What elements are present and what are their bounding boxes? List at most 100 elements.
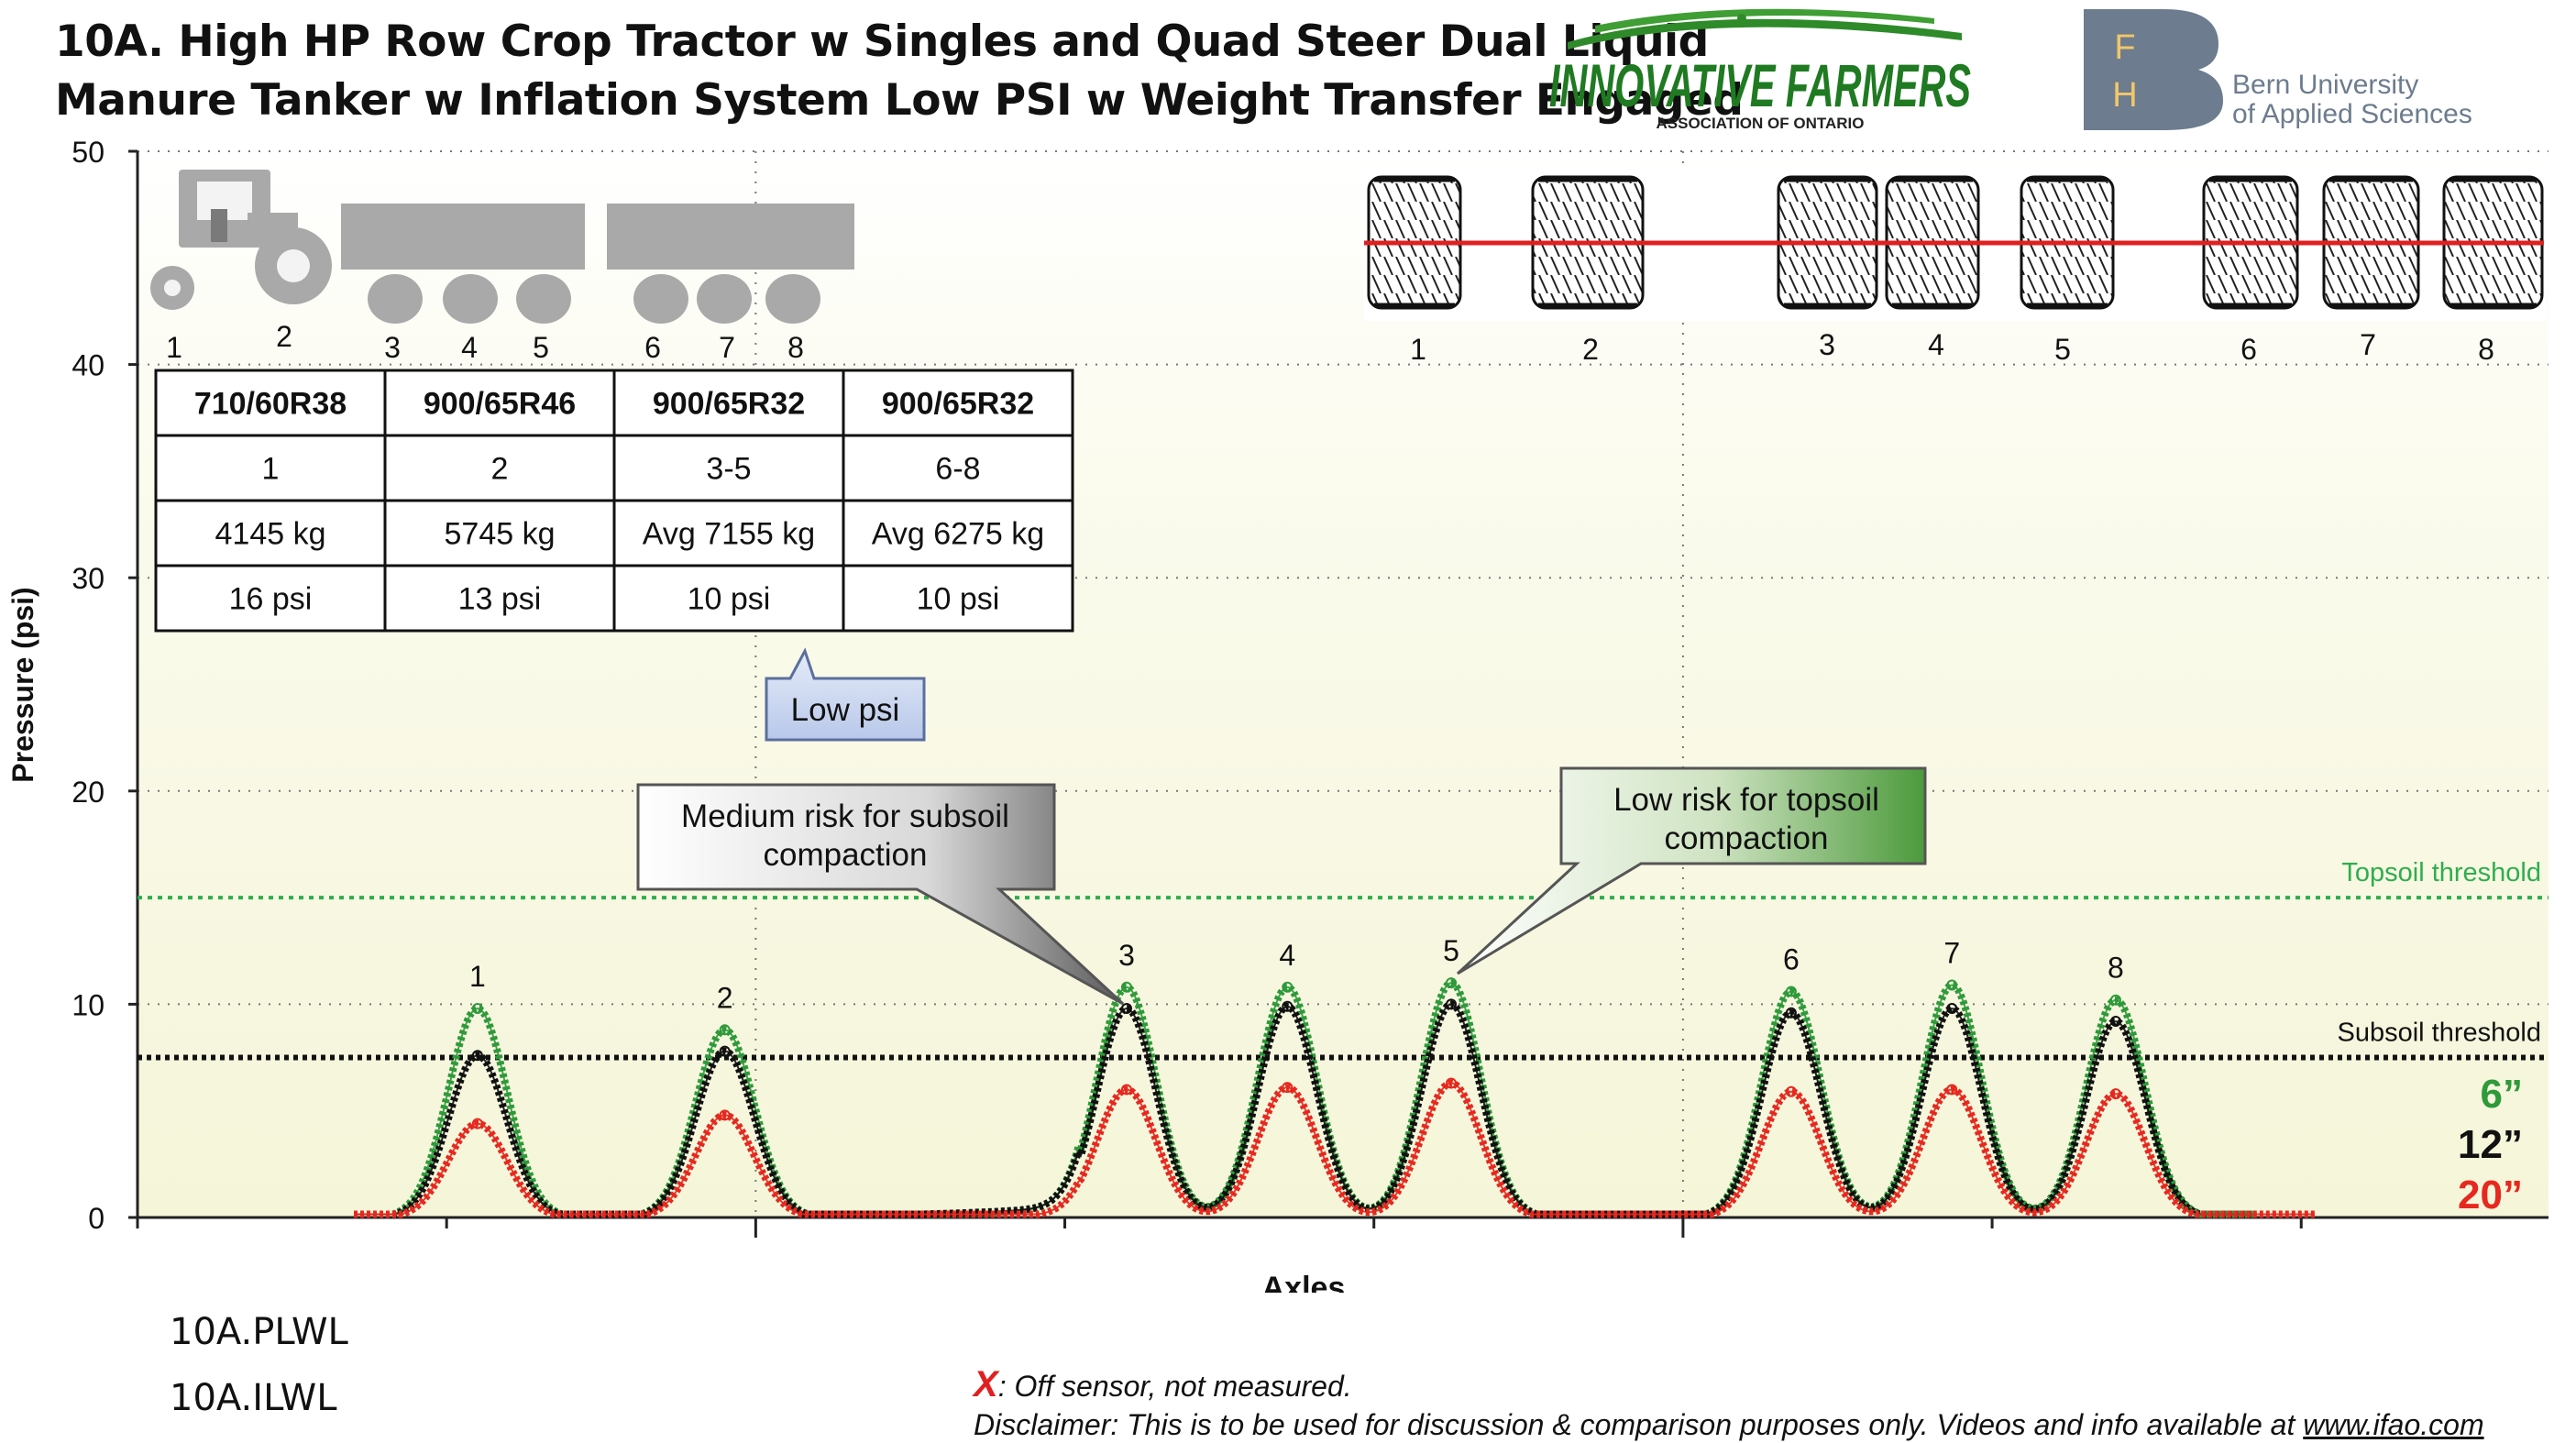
bern-line-2: of Applied Sciences: [2232, 99, 2472, 129]
table-cell: 6-8: [935, 452, 980, 487]
tractor-icon: [150, 170, 332, 310]
plot-area: [138, 151, 2548, 1217]
tanker-front-icon: [341, 204, 585, 324]
y-tick-label: 10: [72, 988, 105, 1021]
series-3: [352, 1077, 2317, 1218]
y-axis-label: Pressure (psi): [6, 587, 39, 782]
table-cell: 3-5: [706, 452, 751, 487]
machine-axle-numbers: 1 2 3 4 5 6 7 8: [166, 320, 804, 364]
disclaimer-text: Disclaimer: This is to be used for discu…: [974, 1408, 2295, 1441]
peak-label: 7: [1943, 936, 1960, 969]
innovative-farmers-logo: INNOVATIVE FARMERS ASSOCIATION OF ONTARI…: [1549, 8, 1971, 132]
wheel-number: 2: [1582, 333, 1599, 366]
tanker-rear-icon: [607, 204, 854, 324]
series-point: [719, 1024, 731, 1036]
wheel-number: 4: [1928, 328, 1944, 361]
machine-illustration: 1 2 3 4 5 6 7 8: [150, 170, 854, 364]
series-point: [1946, 1084, 1958, 1096]
title-line-2: Manure Tanker w Inflation System Low PSI…: [55, 75, 1744, 126]
series-point: [1282, 981, 1294, 993]
y-tick-label: 30: [72, 562, 105, 595]
table-cell: 5745 kg: [445, 517, 556, 552]
series-point: [1120, 1084, 1132, 1096]
series-point: [471, 1050, 483, 1062]
code-plwl: 10A.PLWL: [170, 1311, 348, 1353]
wheel-number: 3: [1819, 328, 1835, 361]
machine-number: 2: [276, 320, 292, 353]
table-cell: Avg 7155 kg: [643, 517, 815, 552]
title-line-1: 10A. High HP Row Crop Tractor w Singles …: [55, 17, 1709, 67]
series-core: [354, 1003, 2253, 1216]
peak-label: 1: [469, 960, 486, 993]
x-axis-label: Axles: [1262, 1271, 1346, 1293]
peak-label: 2: [717, 981, 733, 1014]
y-tick-label: 0: [88, 1202, 105, 1235]
table-cell: 900/65R46: [424, 387, 576, 422]
series-point: [1446, 998, 1458, 1010]
legend-entry: 12”: [2458, 1122, 2523, 1167]
series-point: [719, 1109, 731, 1121]
machine-number: 3: [384, 331, 401, 364]
peak-label: 8: [2108, 952, 2124, 985]
low-psi-text: Low psi: [791, 692, 900, 728]
peak-label: 3: [1118, 939, 1135, 972]
pressure-chart: 0 10 20 30 40 50 Pressure (psi) Axles Topsoil…: [6, 138, 2548, 1293]
table-cell: 4145 kg: [215, 517, 326, 552]
tire-table: 710/60R38 900/65R46 900/65R32 900/65R32 1 2 3-…: [154, 369, 1074, 633]
series-point: [1785, 1085, 1797, 1097]
series-point: [719, 1045, 731, 1057]
series-point: [471, 1003, 483, 1015]
wheel-number: 1: [1410, 333, 1426, 366]
wheel-number: 6: [2240, 333, 2257, 366]
medium-risk-line-1: Medium risk for subsoil: [681, 799, 1009, 834]
series-point: [1946, 979, 1958, 991]
machine-number: 5: [533, 331, 549, 364]
disclaimer: Disclaimer: This is to be used for discu…: [974, 1408, 2484, 1442]
series-2: [352, 998, 2254, 1218]
depth-legend: 6” 12” 20”: [2458, 1072, 2523, 1217]
table-cell: 900/65R32: [653, 387, 805, 422]
machine-number: 7: [719, 331, 735, 364]
bern-university-logo: F H Bern University of Applied Sciences: [2084, 9, 2472, 130]
series-point: [1120, 981, 1132, 993]
y-tick-label: 50: [72, 138, 105, 169]
wheel-number: 8: [2478, 333, 2494, 366]
table-cell: 1: [262, 452, 280, 487]
table-cell: 2: [491, 452, 509, 487]
code-ilwl: 10A.ILWL: [170, 1377, 337, 1419]
innovative-logo-subtext: ASSOCIATION OF ONTARIO: [1657, 115, 1865, 132]
off-sensor-mark: X: [974, 1364, 998, 1404]
legend-entry: 20”: [2458, 1173, 2523, 1217]
series-point: [1282, 1082, 1294, 1094]
series-point: [2109, 1088, 2121, 1100]
legend-entry: 6”: [2481, 1072, 2523, 1117]
y-tick-label: 40: [72, 349, 105, 382]
table-cell: 900/65R32: [882, 387, 1034, 422]
table-cell: 16 psi: [229, 582, 313, 617]
wheel-number: 5: [2054, 333, 2071, 366]
gridlines: [138, 150, 2548, 1217]
peak-label: 5: [1443, 934, 1459, 967]
low-risk-callout: Low risk for topsoil compaction: [1456, 766, 1927, 975]
low-psi-callout: Low psi: [765, 647, 926, 742]
series-point: [1282, 1000, 1294, 1012]
machine-number: 8: [787, 331, 804, 364]
series-1: [352, 977, 2254, 1218]
table-cell: 13 psi: [458, 582, 542, 617]
off-sensor-note: X: Off sensor, not measured.: [974, 1364, 1352, 1405]
table-cell: 10 psi: [688, 582, 771, 617]
series-point: [1785, 1007, 1797, 1019]
series-point: [1120, 1003, 1132, 1015]
x-axis: [136, 1216, 2548, 1238]
series-layer: [352, 977, 2317, 1218]
medium-risk-line-2: compaction: [764, 837, 928, 873]
series-core: [354, 1082, 2316, 1216]
ifao-link[interactable]: www.ifao.com: [2303, 1408, 2484, 1441]
series-point: [1446, 977, 1458, 989]
wheel-number: 7: [2360, 328, 2376, 361]
wheel-numbers: 1 2 3 4 5 6 7 8: [1410, 328, 2494, 366]
innovative-logo-text: INNOVATIVE FARMERS: [1549, 51, 1971, 119]
series-point: [471, 1118, 483, 1129]
fh-letter-h: H: [2112, 76, 2137, 115]
machine-number: 4: [461, 331, 478, 364]
